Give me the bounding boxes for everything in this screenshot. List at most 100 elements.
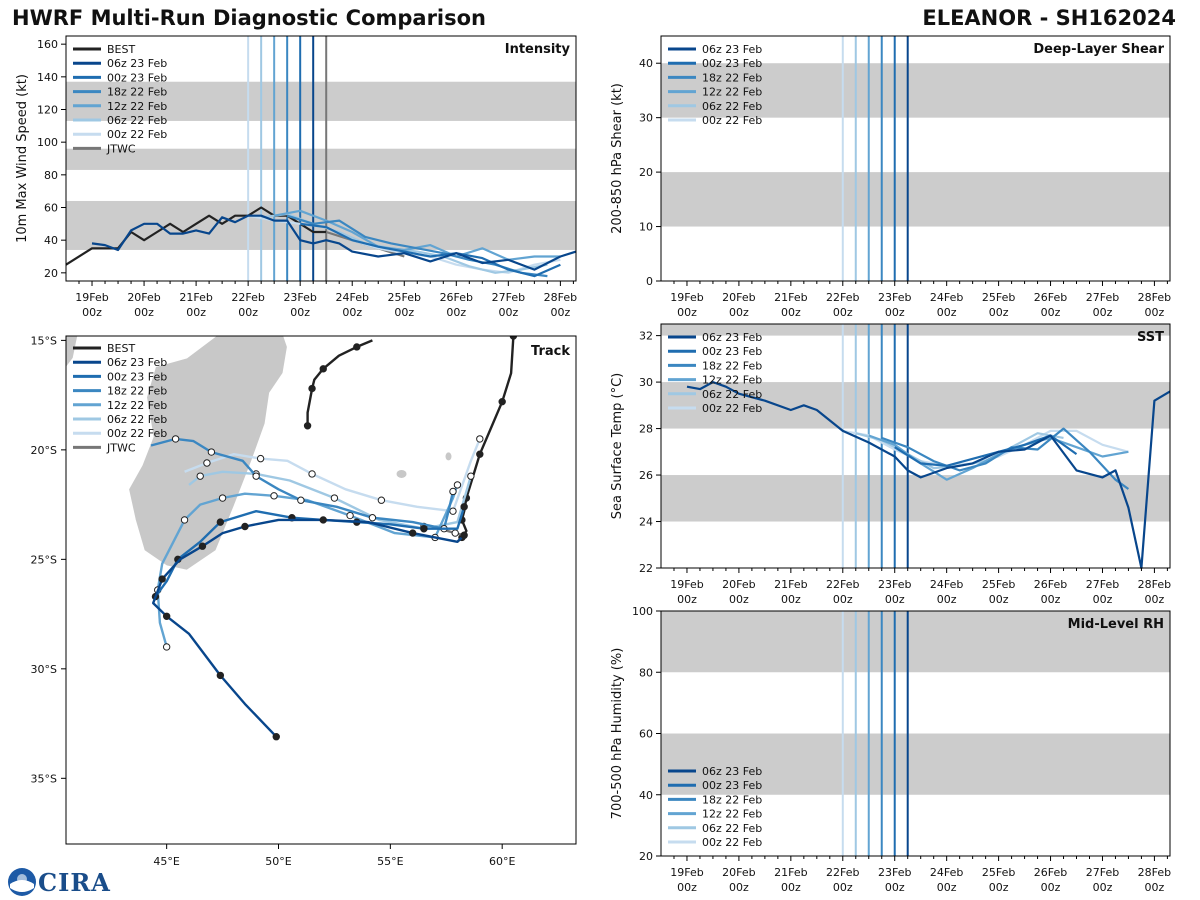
track-point bbox=[420, 524, 428, 533]
track-point bbox=[467, 472, 475, 480]
reunion-island bbox=[396, 469, 407, 478]
legend-label: 12z 22 Feb bbox=[702, 808, 762, 821]
y-tick-label: 0 bbox=[646, 275, 653, 288]
x-tick-label: 19Feb bbox=[670, 291, 703, 304]
x-tick-label: 28Feb bbox=[1138, 578, 1171, 591]
y-tick-label: 10 bbox=[639, 221, 653, 234]
y-tick-label: 100 bbox=[632, 605, 653, 618]
shaded-band bbox=[661, 63, 1170, 118]
y-tick-label: 60 bbox=[44, 202, 58, 215]
track-point bbox=[162, 643, 171, 651]
x-tick-label: 00z bbox=[989, 593, 1009, 606]
track-point bbox=[460, 531, 468, 539]
series-line bbox=[300, 222, 561, 278]
y-tick-label: 20 bbox=[44, 267, 58, 280]
y-axis-label: 700-500 hPa Humidity (%) bbox=[610, 648, 625, 820]
track-point bbox=[252, 472, 260, 480]
legend-label: 12z 22 Feb bbox=[702, 374, 762, 387]
track-point bbox=[451, 529, 459, 537]
sst-panel: 22 24 26 28 30 32 19Feb 00z 20Feb 00z 21Feb 00z 22Fe… bbox=[610, 323, 1171, 606]
x-tick-label: 00z bbox=[1145, 306, 1165, 319]
y-tick-label: 20 bbox=[639, 850, 653, 863]
shaded-band bbox=[661, 611, 1170, 673]
x-tick-label: 23Feb bbox=[283, 291, 316, 304]
mauritius-island bbox=[445, 452, 452, 461]
x-tick-label: 00z bbox=[134, 306, 154, 319]
page-title: HWRF Multi-Run Diagnostic Comparison bbox=[12, 6, 487, 30]
x-tick-label: 26Feb bbox=[1034, 578, 1067, 591]
legend-label: 06z 22 Feb bbox=[107, 114, 167, 127]
track-point bbox=[409, 529, 417, 537]
track-point bbox=[272, 733, 280, 741]
x-tick-label: 20Feb bbox=[127, 291, 160, 304]
shaded-band bbox=[66, 81, 576, 121]
axes-frame bbox=[660, 323, 1171, 569]
y-tick-label: 40 bbox=[639, 57, 653, 70]
y-tick-label: 120 bbox=[37, 104, 58, 117]
track-point bbox=[216, 671, 225, 680]
noaa-logo-icon bbox=[8, 868, 36, 896]
track-point bbox=[460, 503, 468, 511]
legend-label: 18z 22 Feb bbox=[107, 385, 167, 398]
x-tick-label: 00z bbox=[937, 306, 957, 319]
x-tick-label: 00z bbox=[446, 306, 466, 319]
shaded-band bbox=[661, 324, 1170, 336]
legend-label: 18z 22 Feb bbox=[702, 359, 762, 372]
track-line bbox=[184, 438, 481, 513]
x-tick-label: 20Feb bbox=[722, 291, 755, 304]
legend-label: 06z 22 Feb bbox=[702, 822, 762, 835]
x-tick-label: 27Feb bbox=[1086, 291, 1119, 304]
track-point bbox=[256, 454, 265, 463]
x-tick-label: 00z bbox=[781, 593, 801, 606]
legend-label: 00z 22 Feb bbox=[107, 427, 167, 440]
x-tick-label: 00z bbox=[729, 881, 749, 894]
track-panel: 45°E 50°E 55°E 60°E 15°S 20°S 25°S 30°S 35°S Trac… bbox=[31, 334, 577, 868]
y-tick-label: 20 bbox=[639, 166, 653, 179]
shaded-band bbox=[661, 733, 1170, 795]
x-tick-label: 25Feb bbox=[388, 291, 421, 304]
track-point bbox=[308, 470, 316, 478]
track-point bbox=[180, 516, 189, 524]
x-tick-label: 00z bbox=[833, 881, 853, 894]
shaded-band bbox=[661, 172, 1170, 227]
x-tick-label: 00z bbox=[677, 593, 697, 606]
axes-frame bbox=[65, 335, 577, 845]
x-tick-label: 25Feb bbox=[982, 866, 1015, 879]
legend-label: 18z 22 Feb bbox=[107, 86, 167, 99]
legend-label: 06z 23 Feb bbox=[107, 356, 167, 369]
track-point bbox=[319, 516, 327, 524]
africa-coast bbox=[66, 336, 78, 367]
y-tick-label: 80 bbox=[44, 169, 58, 182]
x-tick-label: 00z bbox=[885, 881, 905, 894]
track-point bbox=[449, 507, 457, 515]
x-tick-label: 24Feb bbox=[335, 291, 368, 304]
legend-label: 00z 22 Feb bbox=[702, 114, 762, 127]
y-tick-label: 30°S bbox=[31, 663, 57, 676]
track-point bbox=[207, 448, 216, 456]
series-line bbox=[686, 381, 1171, 570]
y-tick-label: 80 bbox=[639, 666, 653, 679]
x-tick-label: 00z bbox=[1145, 881, 1165, 894]
panel-title: Mid-Level RH bbox=[1068, 617, 1164, 632]
legend-label: JTWC bbox=[106, 441, 136, 454]
legend-label: JTWC bbox=[106, 142, 136, 155]
legend-label: 00z 23 Feb bbox=[702, 57, 762, 70]
cira-logo-text: CIRA bbox=[38, 868, 111, 897]
track-point bbox=[196, 472, 204, 480]
legend-label: 12z 22 Feb bbox=[107, 399, 167, 412]
legend-label: 18z 22 Feb bbox=[702, 793, 762, 806]
track-point bbox=[162, 612, 171, 620]
shaded-band bbox=[66, 148, 576, 170]
shaded-band bbox=[661, 475, 1170, 522]
y-tick-label: 100 bbox=[37, 136, 58, 149]
x-tick-label: 00z bbox=[82, 306, 102, 319]
legend-label: BEST bbox=[107, 342, 135, 355]
y-tick-label: 60 bbox=[639, 728, 653, 741]
x-tick-label: 20Feb bbox=[722, 866, 755, 879]
track-point bbox=[308, 384, 316, 393]
x-tick-label: 00z bbox=[677, 306, 697, 319]
legend-label: 00z 22 Feb bbox=[702, 402, 762, 415]
x-tick-label: 00z bbox=[1041, 306, 1061, 319]
x-tick-label: 00z bbox=[498, 306, 518, 319]
